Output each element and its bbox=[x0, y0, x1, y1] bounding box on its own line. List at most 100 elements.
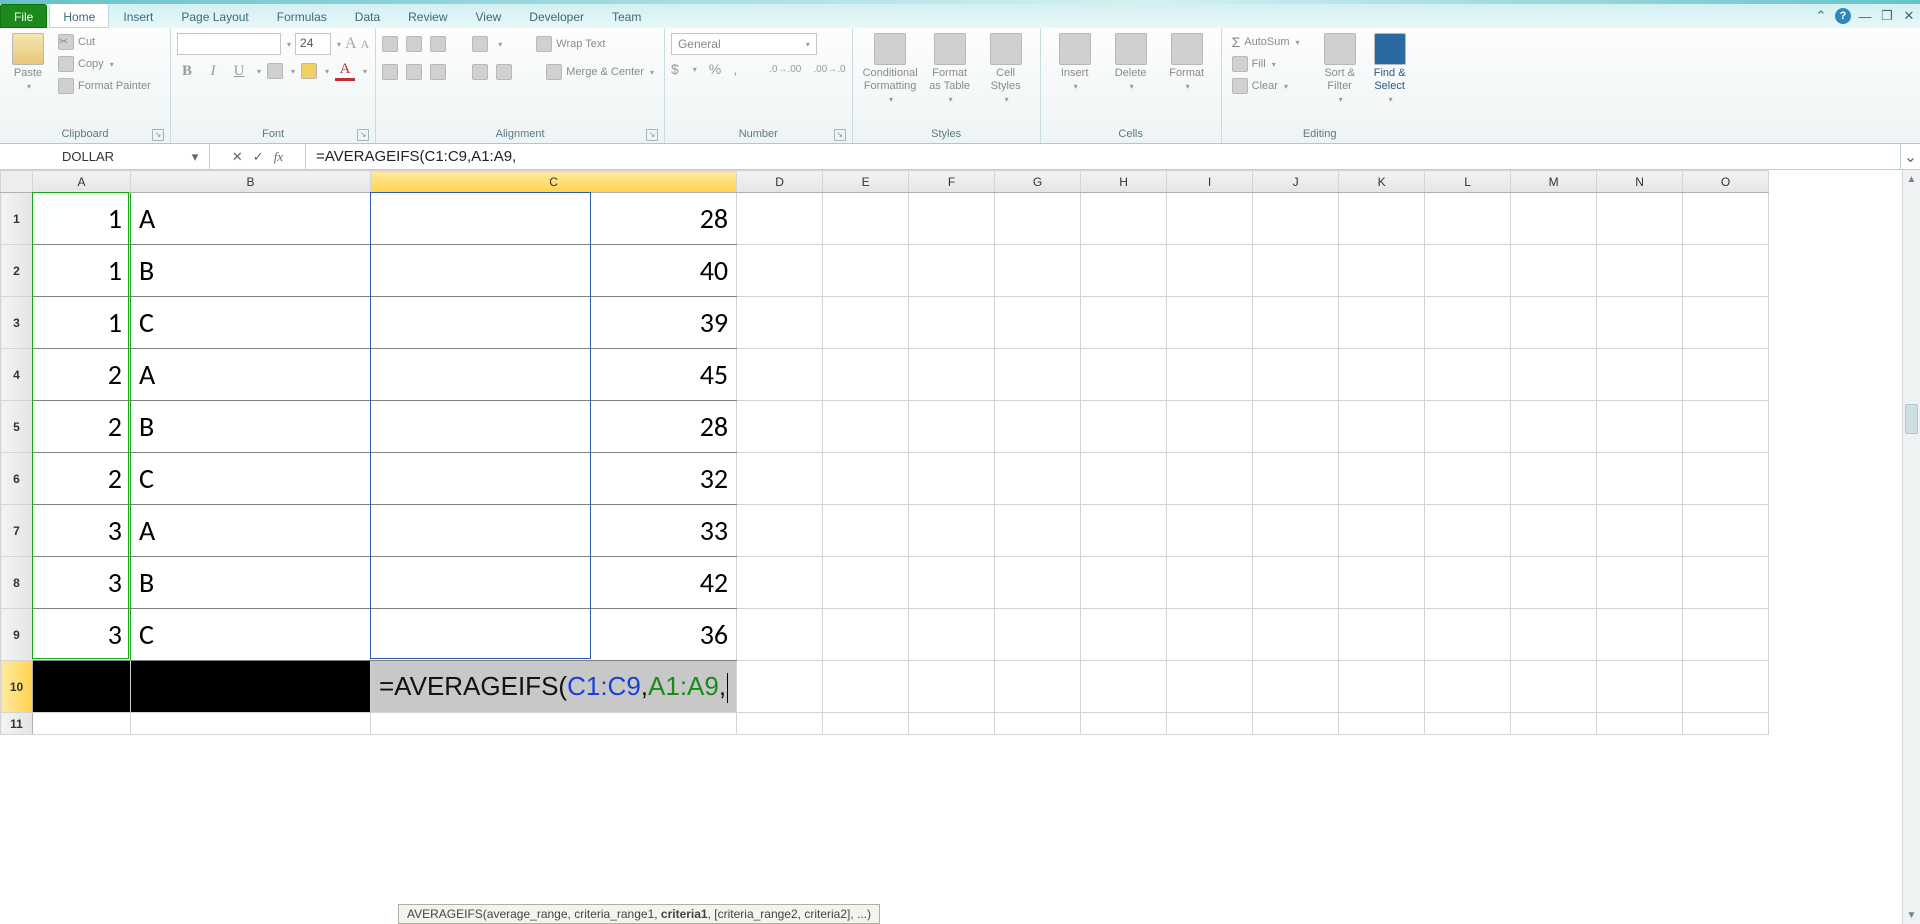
cell-C10[interactable]: =AVERAGEIFS(C1:C9,A1:A9, bbox=[371, 661, 737, 713]
cell-M3[interactable] bbox=[1511, 297, 1597, 349]
number-launcher-icon[interactable]: ↘ bbox=[834, 129, 846, 141]
cell-C2[interactable]: 40 bbox=[371, 245, 737, 297]
increase-font-icon[interactable]: A bbox=[345, 35, 357, 53]
cell-styles-button[interactable]: Cell Styles▾ bbox=[978, 31, 1034, 108]
cell-E11[interactable] bbox=[823, 713, 909, 735]
cell-E2[interactable] bbox=[823, 245, 909, 297]
cell-G7[interactable] bbox=[995, 505, 1081, 557]
cell-A5[interactable]: 2 bbox=[33, 401, 131, 453]
cell-A1[interactable]: 1 bbox=[33, 193, 131, 245]
cell-B2[interactable]: B bbox=[131, 245, 371, 297]
format-as-table-button[interactable]: Format as Table▾ bbox=[922, 31, 978, 108]
cell-E5[interactable] bbox=[823, 401, 909, 453]
cell-A2[interactable]: 1 bbox=[33, 245, 131, 297]
cell-D3[interactable] bbox=[737, 297, 823, 349]
clipboard-launcher-icon[interactable]: ↘ bbox=[152, 129, 164, 141]
cell-F3[interactable] bbox=[909, 297, 995, 349]
align-left-icon[interactable] bbox=[382, 64, 398, 80]
fill-color-button[interactable] bbox=[301, 63, 317, 79]
cell-L5[interactable] bbox=[1425, 401, 1511, 453]
cell-N9[interactable] bbox=[1597, 609, 1683, 661]
cell-N4[interactable] bbox=[1597, 349, 1683, 401]
cell-C1[interactable]: 28 bbox=[371, 193, 737, 245]
cell-O5[interactable] bbox=[1683, 401, 1769, 453]
cell-A7[interactable]: 3 bbox=[33, 505, 131, 557]
cell-C11[interactable] bbox=[371, 713, 737, 735]
cell-H8[interactable] bbox=[1081, 557, 1167, 609]
cell-B5[interactable]: B bbox=[131, 401, 371, 453]
cell-O6[interactable] bbox=[1683, 453, 1769, 505]
vertical-scrollbar[interactable]: ▲ ▼ bbox=[1902, 170, 1920, 924]
worksheet-grid[interactable]: ABCDEFGHIJKLMNO11A2821B4031C3942A4552B28… bbox=[0, 170, 1902, 924]
cell-O1[interactable] bbox=[1683, 193, 1769, 245]
cell-B7[interactable]: A bbox=[131, 505, 371, 557]
cell-D8[interactable] bbox=[737, 557, 823, 609]
cell-I7[interactable] bbox=[1167, 505, 1253, 557]
cell-I5[interactable] bbox=[1167, 401, 1253, 453]
cell-D11[interactable] bbox=[737, 713, 823, 735]
function-tooltip[interactable]: AVERAGEIFS(average_range, criteria_range… bbox=[398, 904, 880, 924]
sort-filter-button[interactable]: Sort & Filter▾ bbox=[1318, 31, 1362, 108]
cell-H7[interactable] bbox=[1081, 505, 1167, 557]
cell-H10[interactable] bbox=[1081, 661, 1167, 713]
cell-J8[interactable] bbox=[1253, 557, 1339, 609]
cell-B9[interactable]: C bbox=[131, 609, 371, 661]
cell-J3[interactable] bbox=[1253, 297, 1339, 349]
cell-E7[interactable] bbox=[823, 505, 909, 557]
row-header-11[interactable]: 11 bbox=[1, 713, 33, 735]
cell-G6[interactable] bbox=[995, 453, 1081, 505]
cell-E1[interactable] bbox=[823, 193, 909, 245]
format-painter-button[interactable]: Format Painter bbox=[54, 75, 164, 97]
scroll-up-icon[interactable]: ▲ bbox=[1903, 170, 1920, 188]
row-header-1[interactable]: 1 bbox=[1, 193, 33, 245]
row-header-4[interactable]: 4 bbox=[1, 349, 33, 401]
cell-O9[interactable] bbox=[1683, 609, 1769, 661]
align-bottom-icon[interactable] bbox=[430, 36, 446, 52]
cell-O3[interactable] bbox=[1683, 297, 1769, 349]
font-color-button[interactable]: A bbox=[335, 61, 355, 81]
cell-D10[interactable] bbox=[737, 661, 823, 713]
autosum-button[interactable]: ΣAutoSum▾ bbox=[1228, 31, 1312, 53]
increase-decimal-button[interactable]: .0→.00 bbox=[769, 64, 801, 75]
cell-M6[interactable] bbox=[1511, 453, 1597, 505]
cell-N8[interactable] bbox=[1597, 557, 1683, 609]
cell-G9[interactable] bbox=[995, 609, 1081, 661]
decrease-decimal-button[interactable]: .00→.0 bbox=[813, 64, 845, 75]
increase-indent-icon[interactable] bbox=[496, 64, 512, 80]
cell-C6[interactable]: 32 bbox=[371, 453, 737, 505]
col-header-I[interactable]: I bbox=[1167, 171, 1253, 193]
cut-button[interactable]: ✂Cut bbox=[54, 31, 164, 53]
cell-D4[interactable] bbox=[737, 349, 823, 401]
cell-F8[interactable] bbox=[909, 557, 995, 609]
cell-K7[interactable] bbox=[1339, 505, 1425, 557]
clear-button[interactable]: Clear▾ bbox=[1228, 75, 1312, 97]
row-header-8[interactable]: 8 bbox=[1, 557, 33, 609]
accounting-format-button[interactable]: $ bbox=[671, 61, 679, 77]
cell-K9[interactable] bbox=[1339, 609, 1425, 661]
tab-data[interactable]: Data bbox=[341, 4, 394, 28]
cell-C3[interactable]: 39 bbox=[371, 297, 737, 349]
col-header-N[interactable]: N bbox=[1597, 171, 1683, 193]
cell-D1[interactable] bbox=[737, 193, 823, 245]
italic-button[interactable]: I bbox=[203, 63, 223, 80]
cell-B10[interactable] bbox=[131, 661, 371, 713]
row-header-6[interactable]: 6 bbox=[1, 453, 33, 505]
align-center-icon[interactable] bbox=[406, 64, 422, 80]
select-all-corner[interactable] bbox=[1, 171, 33, 193]
cell-J5[interactable] bbox=[1253, 401, 1339, 453]
cell-M2[interactable] bbox=[1511, 245, 1597, 297]
name-box[interactable]: DOLLAR ▾ bbox=[0, 144, 210, 169]
cell-B4[interactable]: A bbox=[131, 349, 371, 401]
window-restore-icon[interactable]: ❐ bbox=[1876, 4, 1898, 28]
cell-K11[interactable] bbox=[1339, 713, 1425, 735]
cell-O11[interactable] bbox=[1683, 713, 1769, 735]
cell-G2[interactable] bbox=[995, 245, 1081, 297]
cell-H1[interactable] bbox=[1081, 193, 1167, 245]
insert-cells-button[interactable]: Insert▾ bbox=[1047, 31, 1103, 95]
cell-K1[interactable] bbox=[1339, 193, 1425, 245]
cell-E6[interactable] bbox=[823, 453, 909, 505]
cell-L3[interactable] bbox=[1425, 297, 1511, 349]
cell-N7[interactable] bbox=[1597, 505, 1683, 557]
find-select-button[interactable]: Find & Select▾ bbox=[1368, 31, 1412, 108]
scroll-thumb[interactable] bbox=[1905, 404, 1918, 434]
